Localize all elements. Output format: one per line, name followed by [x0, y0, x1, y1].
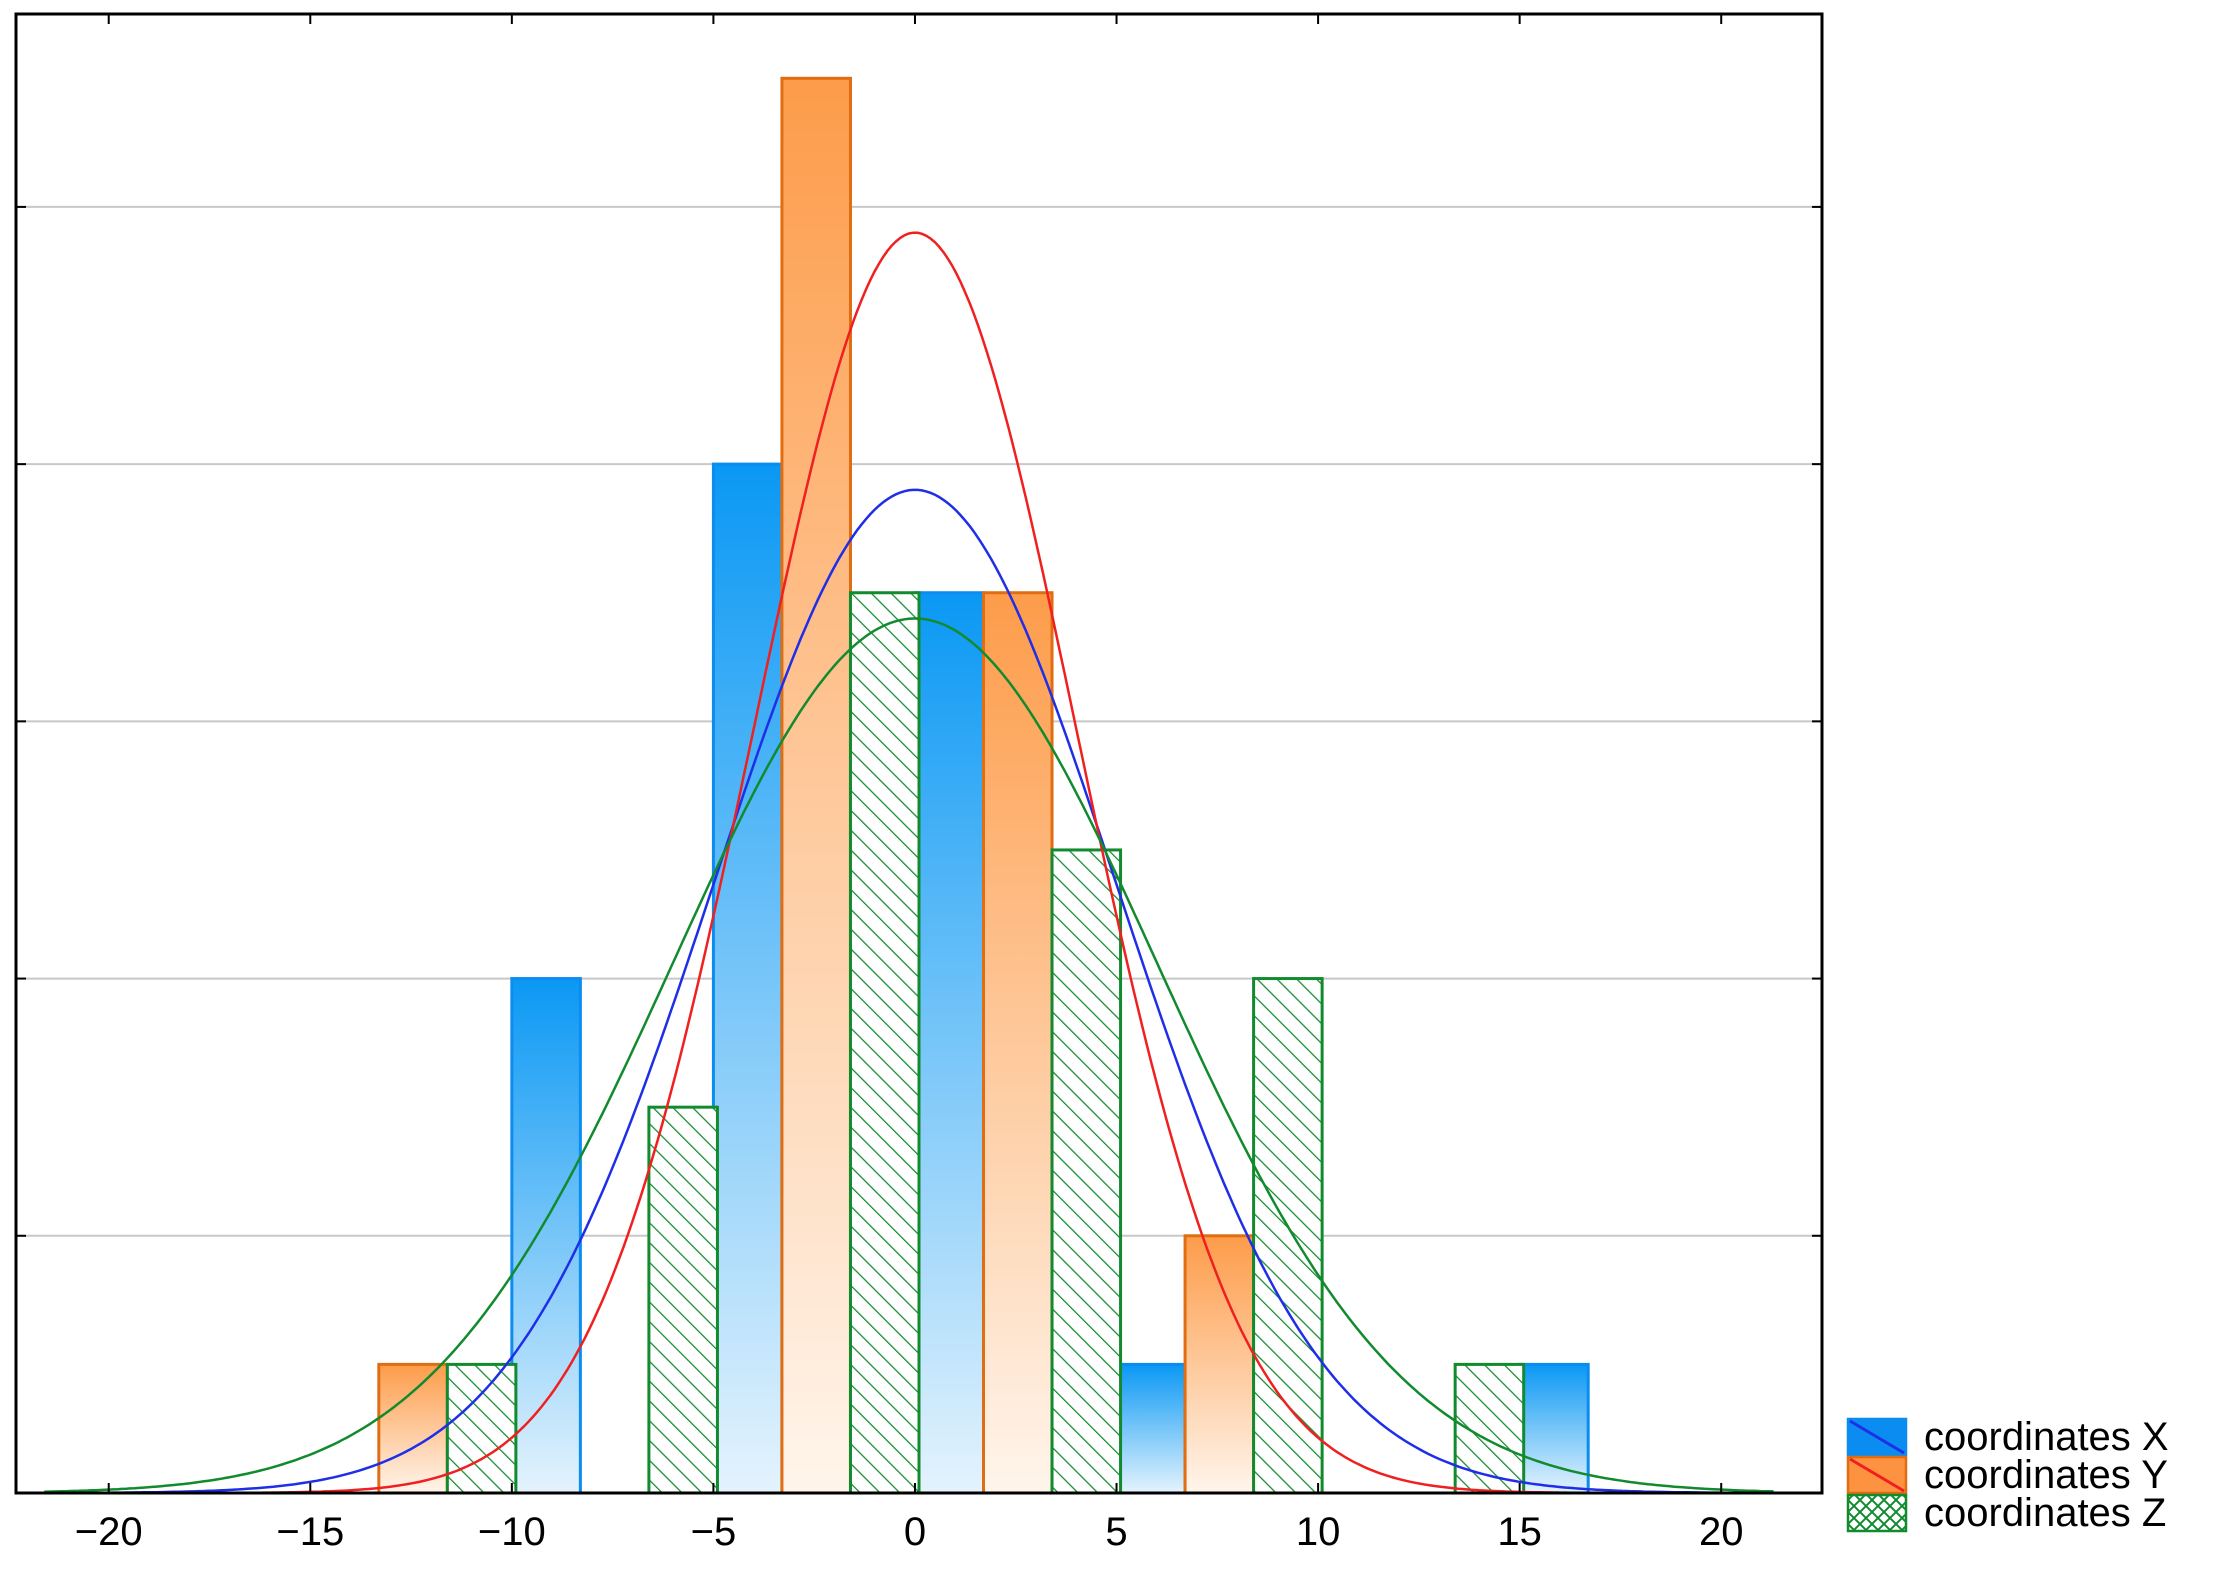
bar-coordinates-x-1	[711, 462, 784, 1495]
bar-coordinates-y-0	[377, 1362, 449, 1495]
axis-ticks	[16, 14, 1822, 1493]
plot-frame	[14, 12, 1824, 1495]
bar-coordinates-z-4	[1252, 977, 1324, 1495]
bar-coordinates-y-2	[982, 591, 1054, 1495]
legend-label-1: coordinates X	[1924, 1415, 2169, 1459]
bar-coordinates-x-3	[1115, 1362, 1187, 1495]
x-tick-label: −20	[75, 1510, 143, 1554]
bar-coordinates-z-2	[848, 591, 921, 1495]
legend-label-3: coordinates Z	[1924, 1491, 2166, 1535]
bar-coordinates-z-1	[647, 1105, 719, 1495]
x-tick-label: −5	[691, 1510, 737, 1554]
bar-coordinates-x-2	[913, 591, 985, 1495]
bar-coordinates-z-0	[445, 1362, 518, 1495]
x-tick-label: 0	[904, 1510, 926, 1554]
x-tick-label: 15	[1497, 1510, 1542, 1554]
bar-coordinates-y-3	[1183, 1234, 1256, 1495]
x-tick-label: 5	[1105, 1510, 1127, 1554]
curve-coordinates-y	[44, 231, 1774, 1495]
curve-coordinates-z	[44, 617, 1774, 1493]
curve-coordinates-x	[44, 488, 1774, 1495]
legend-label-2: coordinates Y	[1924, 1453, 2168, 1497]
bar-coordinates-y-1	[780, 76, 852, 1495]
x-tick-label: 20	[1699, 1510, 1744, 1554]
bar-coordinates-z-3	[1050, 848, 1123, 1495]
histogram-bars	[377, 76, 1590, 1495]
legend-line-1	[1849, 1419, 1905, 1455]
legend-line-2	[1849, 1457, 1905, 1493]
normal-curves	[44, 231, 1774, 1495]
x-tick-label: −15	[276, 1510, 344, 1554]
x-axis-tick-labels: −20 −15 −10 −5 0 5 10 15 20	[75, 1510, 1744, 1554]
legend-swatch-3	[1846, 1493, 1908, 1533]
bar-coordinates-x-0	[510, 977, 582, 1495]
x-tick-label: −10	[478, 1510, 546, 1554]
x-tick-label: 10	[1296, 1510, 1341, 1554]
